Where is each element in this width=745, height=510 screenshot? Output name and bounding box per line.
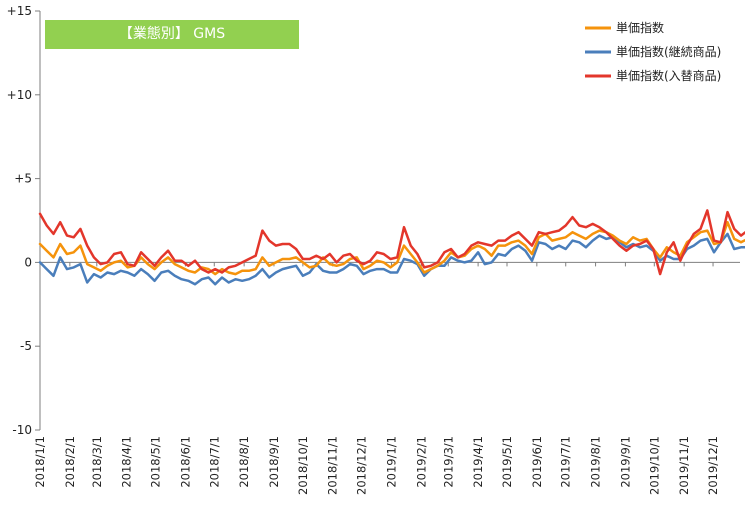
x-tick-label: 2018/6/1 — [178, 436, 192, 488]
x-tick-label: 2018/7/1 — [207, 436, 221, 488]
x-tick-label: 2018/5/1 — [149, 436, 163, 488]
series-lines — [38, 209, 745, 286]
y-axis: +15 +10 +5 0 -5 -10 — [7, 4, 41, 437]
x-tick-label: 2018/4/1 — [120, 436, 134, 488]
x-tick-label: 2019/4/1 — [471, 436, 485, 488]
x-tick-label: 2019/9/1 — [618, 436, 632, 488]
x-tick-label: 2018/3/1 — [90, 436, 104, 488]
x-tick-label: 2018/8/1 — [237, 436, 251, 488]
x-tick-label: 2019/7/1 — [559, 436, 573, 488]
series-line-3 — [38, 209, 745, 276]
x-tick-label: 2018/9/1 — [267, 436, 281, 488]
x-tick-label: 2019/10/1 — [647, 436, 661, 495]
x-tick-label: 2019/6/1 — [530, 436, 544, 488]
x-tick-label: 2019/3/1 — [441, 436, 455, 488]
y-tick-label: +10 — [7, 88, 32, 102]
x-tick-label: 2018/11/1 — [326, 436, 340, 495]
x-tick-label: 2018/1/1 — [33, 436, 47, 488]
chart-title-badge: 【業態別】 GMS — [45, 20, 299, 49]
x-tick-label: 2019/2/1 — [414, 436, 428, 488]
x-tick-label: 2018/2/1 — [63, 436, 77, 488]
legend-label-1: 単価指数 — [616, 20, 664, 35]
y-tick-label: -10 — [12, 423, 32, 437]
x-tick-label: 2018/12/1 — [355, 436, 369, 495]
legend-label-3: 単価指数(入替商品) — [616, 68, 721, 83]
x-tick-label: 2019/11/1 — [677, 436, 691, 495]
y-tick-label: +5 — [14, 172, 32, 186]
x-tick-label: 2018/10/1 — [296, 436, 310, 495]
series-line-1 — [38, 220, 745, 276]
y-tick-label: 0 — [24, 255, 32, 269]
y-tick-label: +15 — [7, 4, 32, 18]
series-line-2 — [38, 232, 745, 286]
x-tick-label: 2019/1/1 — [384, 436, 398, 488]
x-axis: 2018/1/1 2018/2/1 2018/3/1 2018/4/1 2018/5/1… — [33, 261, 740, 495]
legend-label-2: 単価指数(継続商品) — [616, 44, 721, 59]
x-tick-label: 2019/12/1 — [706, 436, 720, 495]
y-tick-label: -5 — [20, 339, 32, 353]
x-tick-label: 2019/8/1 — [589, 436, 603, 488]
x-tick-label: 2019/5/1 — [500, 436, 514, 488]
